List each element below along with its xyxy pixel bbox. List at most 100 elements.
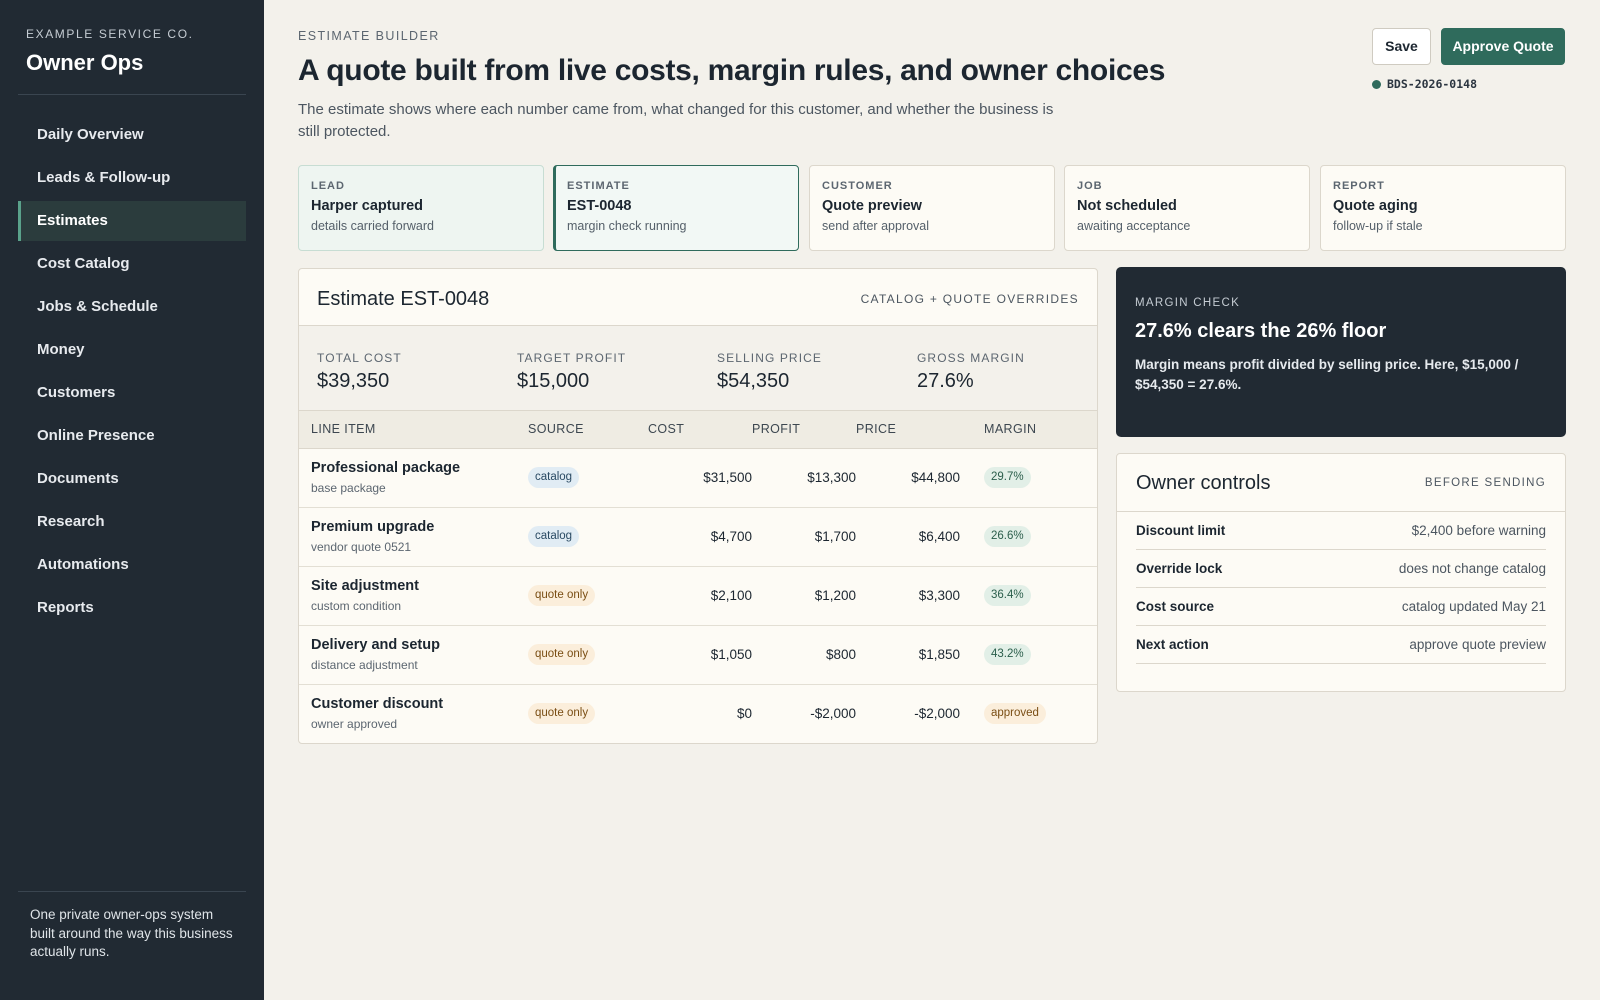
margin-check-body: Margin means profit divided by selling p… (1135, 357, 1519, 392)
sidebar-item-estimates[interactable]: Estimates (18, 201, 246, 241)
metric-value: $15,000 (517, 370, 590, 392)
table-row[interactable]: Professional package base package catalog… (299, 448, 1097, 508)
line-item-detail: owner approved (311, 717, 398, 732)
metric-label: TOTAL COST (317, 351, 402, 365)
step-title: Harper captured (311, 198, 424, 214)
metric-target-profit: TARGET PROFIT $15,000 (517, 351, 626, 393)
owner-controls-title: Owner controls (1136, 472, 1271, 494)
line-items-table: LINE ITEM SOURCE COST PROFIT PRICE MARGI… (299, 411, 1097, 743)
metric-label: TARGET PROFIT (517, 351, 627, 365)
control-key: Discount limit (1136, 523, 1226, 538)
metric-label: SELLING PRICE (717, 351, 822, 365)
control-row-cost-source[interactable]: Cost source catalog updated May 21 (1136, 588, 1546, 626)
table-row[interactable]: Delivery and setup distance adjustment qu… (299, 625, 1097, 685)
estimate-source-tag: CATALOG + QUOTE OVERRIDES (860, 292, 1079, 306)
step-lead[interactable]: LEAD Harper captured details carried for… (298, 165, 544, 251)
margin-badge: 29.7% (984, 467, 1031, 488)
sidebar-nav: Daily Overview Leads & Follow-up Estimat… (18, 115, 246, 631)
step-note: margin check running (567, 219, 687, 233)
step-label: LEAD (311, 180, 345, 192)
step-note: follow-up if stale (1333, 219, 1423, 233)
table-row[interactable]: Premium upgrade vendor quote 0521 catalog… (299, 507, 1097, 567)
sidebar-item-cost-catalog[interactable]: Cost Catalog (37, 255, 130, 272)
step-title: Quote aging (1333, 198, 1418, 214)
control-row-next-action[interactable]: Next action approve quote preview (1136, 626, 1546, 664)
step-report[interactable]: REPORT Quote aging follow-up if stale (1320, 165, 1566, 251)
step-label: JOB (1077, 180, 1103, 192)
estimate-card: Estimate EST-0048 CATALOG + QUOTE OVERRI… (298, 268, 1098, 744)
line-item-detail: custom condition (311, 599, 402, 613)
control-row-discount-limit[interactable]: Discount limit $2,400 before warning (1136, 512, 1546, 550)
line-profit: -$2,000 (810, 706, 856, 722)
status-dot-icon (1372, 80, 1381, 89)
sidebar-item-documents[interactable]: Documents (37, 470, 119, 487)
line-item-name: Professional package (311, 460, 461, 476)
step-label: REPORT (1333, 180, 1385, 192)
owner-controls-tag: BEFORE SENDING (1424, 477, 1546, 489)
sidebar-item-reports[interactable]: Reports (37, 599, 94, 616)
page-title: A quote built from live costs, margin ru… (298, 54, 1166, 87)
margin-check-card: MARGIN CHECK 27.6% clears the 26% floor … (1116, 267, 1566, 437)
owner-controls-list: Discount limit $2,400 before warning Ove… (1117, 512, 1565, 664)
sidebar-item-money[interactable]: Money (37, 341, 85, 358)
line-profit: $1,200 (752, 566, 856, 626)
line-item-name: Premium upgrade (311, 519, 435, 535)
metric-total-cost: TOTAL COST $39,350 (317, 351, 402, 393)
margin-check-title: 27.6% clears the 26% floor (1135, 320, 1387, 342)
column-header-price[interactable]: PRICE (856, 411, 960, 449)
column-header-margin[interactable]: MARGIN (960, 411, 1097, 449)
line-cost: $1,050 (648, 625, 752, 685)
line-cost: $0 (736, 706, 752, 722)
column-header-line-item[interactable]: LINE ITEM (299, 411, 528, 449)
line-item-detail: vendor quote 0521 (311, 540, 412, 554)
metric-gross-margin: GROSS MARGIN 27.6% (917, 351, 1025, 393)
source-badge: quote only (528, 585, 596, 606)
line-item-name: Customer discount (311, 696, 444, 713)
step-estimate[interactable]: ESTIMATE EST-0048 margin check running (553, 165, 799, 251)
step-note: awaiting acceptance (1077, 219, 1191, 233)
sidebar-item-automations[interactable]: Automations (37, 556, 129, 573)
table-header-row: LINE ITEM SOURCE COST PROFIT PRICE MARGI… (299, 411, 1097, 449)
sidebar-item-online-presence[interactable]: Online Presence (37, 427, 155, 444)
sidebar-item-leads[interactable]: Leads & Follow-up (37, 169, 171, 186)
line-profit: $13,300 (752, 448, 856, 508)
step-label: ESTIMATE (567, 180, 630, 192)
table-row[interactable]: Site adjustment custom condition quote on… (299, 566, 1097, 626)
source-badge: quote only (528, 644, 596, 665)
line-profit: $800 (752, 625, 856, 685)
line-profit: $1,700 (752, 507, 856, 567)
column-header-profit[interactable]: PROFIT (752, 411, 856, 449)
sidebar-item-customers[interactable]: Customers (37, 384, 116, 401)
step-customer[interactable]: CUSTOMER Quote preview send after approv… (809, 165, 1055, 251)
step-title: EST-0048 (567, 198, 632, 214)
margin-check-label: MARGIN CHECK (1135, 297, 1241, 309)
line-item-name: Site adjustment (311, 578, 419, 594)
line-price: $6,400 (856, 507, 960, 567)
step-job[interactable]: JOB Not scheduled awaiting acceptance (1064, 165, 1310, 251)
estimate-metrics: TOTAL COST $39,350 TARGET PROFIT $15,000… (299, 326, 1097, 411)
sidebar-item-research[interactable]: Research (37, 513, 105, 530)
sidebar-item-daily-overview[interactable]: Daily Overview (37, 126, 144, 143)
estimate-title: Estimate EST-0048 (317, 288, 490, 310)
table-row[interactable]: Customer discount owner approved quote on… (299, 684, 1097, 743)
control-row-override-lock[interactable]: Override lock does not change catalog (1136, 550, 1546, 588)
app-title: Owner Ops (26, 50, 144, 75)
step-title: Quote preview (822, 198, 922, 214)
column-header-source[interactable]: SOURCE (528, 411, 648, 449)
control-value: approve quote preview (1409, 637, 1546, 652)
owner-controls-header: Owner controls BEFORE SENDING (1117, 454, 1565, 512)
main-content: ESTIMATE BUILDER A quote built from live… (298, 0, 1566, 1000)
step-label: CUSTOMER (822, 180, 893, 192)
control-value: $2,400 before warning (1411, 523, 1546, 538)
page-eyebrow: ESTIMATE BUILDER (298, 29, 440, 43)
source-badge: quote only (528, 703, 596, 725)
metric-value: $54,350 (717, 370, 790, 392)
column-header-cost[interactable]: COST (648, 411, 752, 449)
metric-value: $39,350 (317, 370, 390, 392)
save-button[interactable]: Save (1372, 28, 1431, 65)
owner-controls-card: Owner controls BEFORE SENDING Discount l… (1116, 453, 1566, 692)
sidebar-footer-text: One private owner-ops system built aroun… (30, 907, 233, 959)
sidebar-item-jobs-schedule[interactable]: Jobs & Schedule (37, 298, 158, 315)
status-badge: approved (984, 703, 1046, 725)
approve-quote-button[interactable]: Approve Quote (1441, 28, 1565, 65)
